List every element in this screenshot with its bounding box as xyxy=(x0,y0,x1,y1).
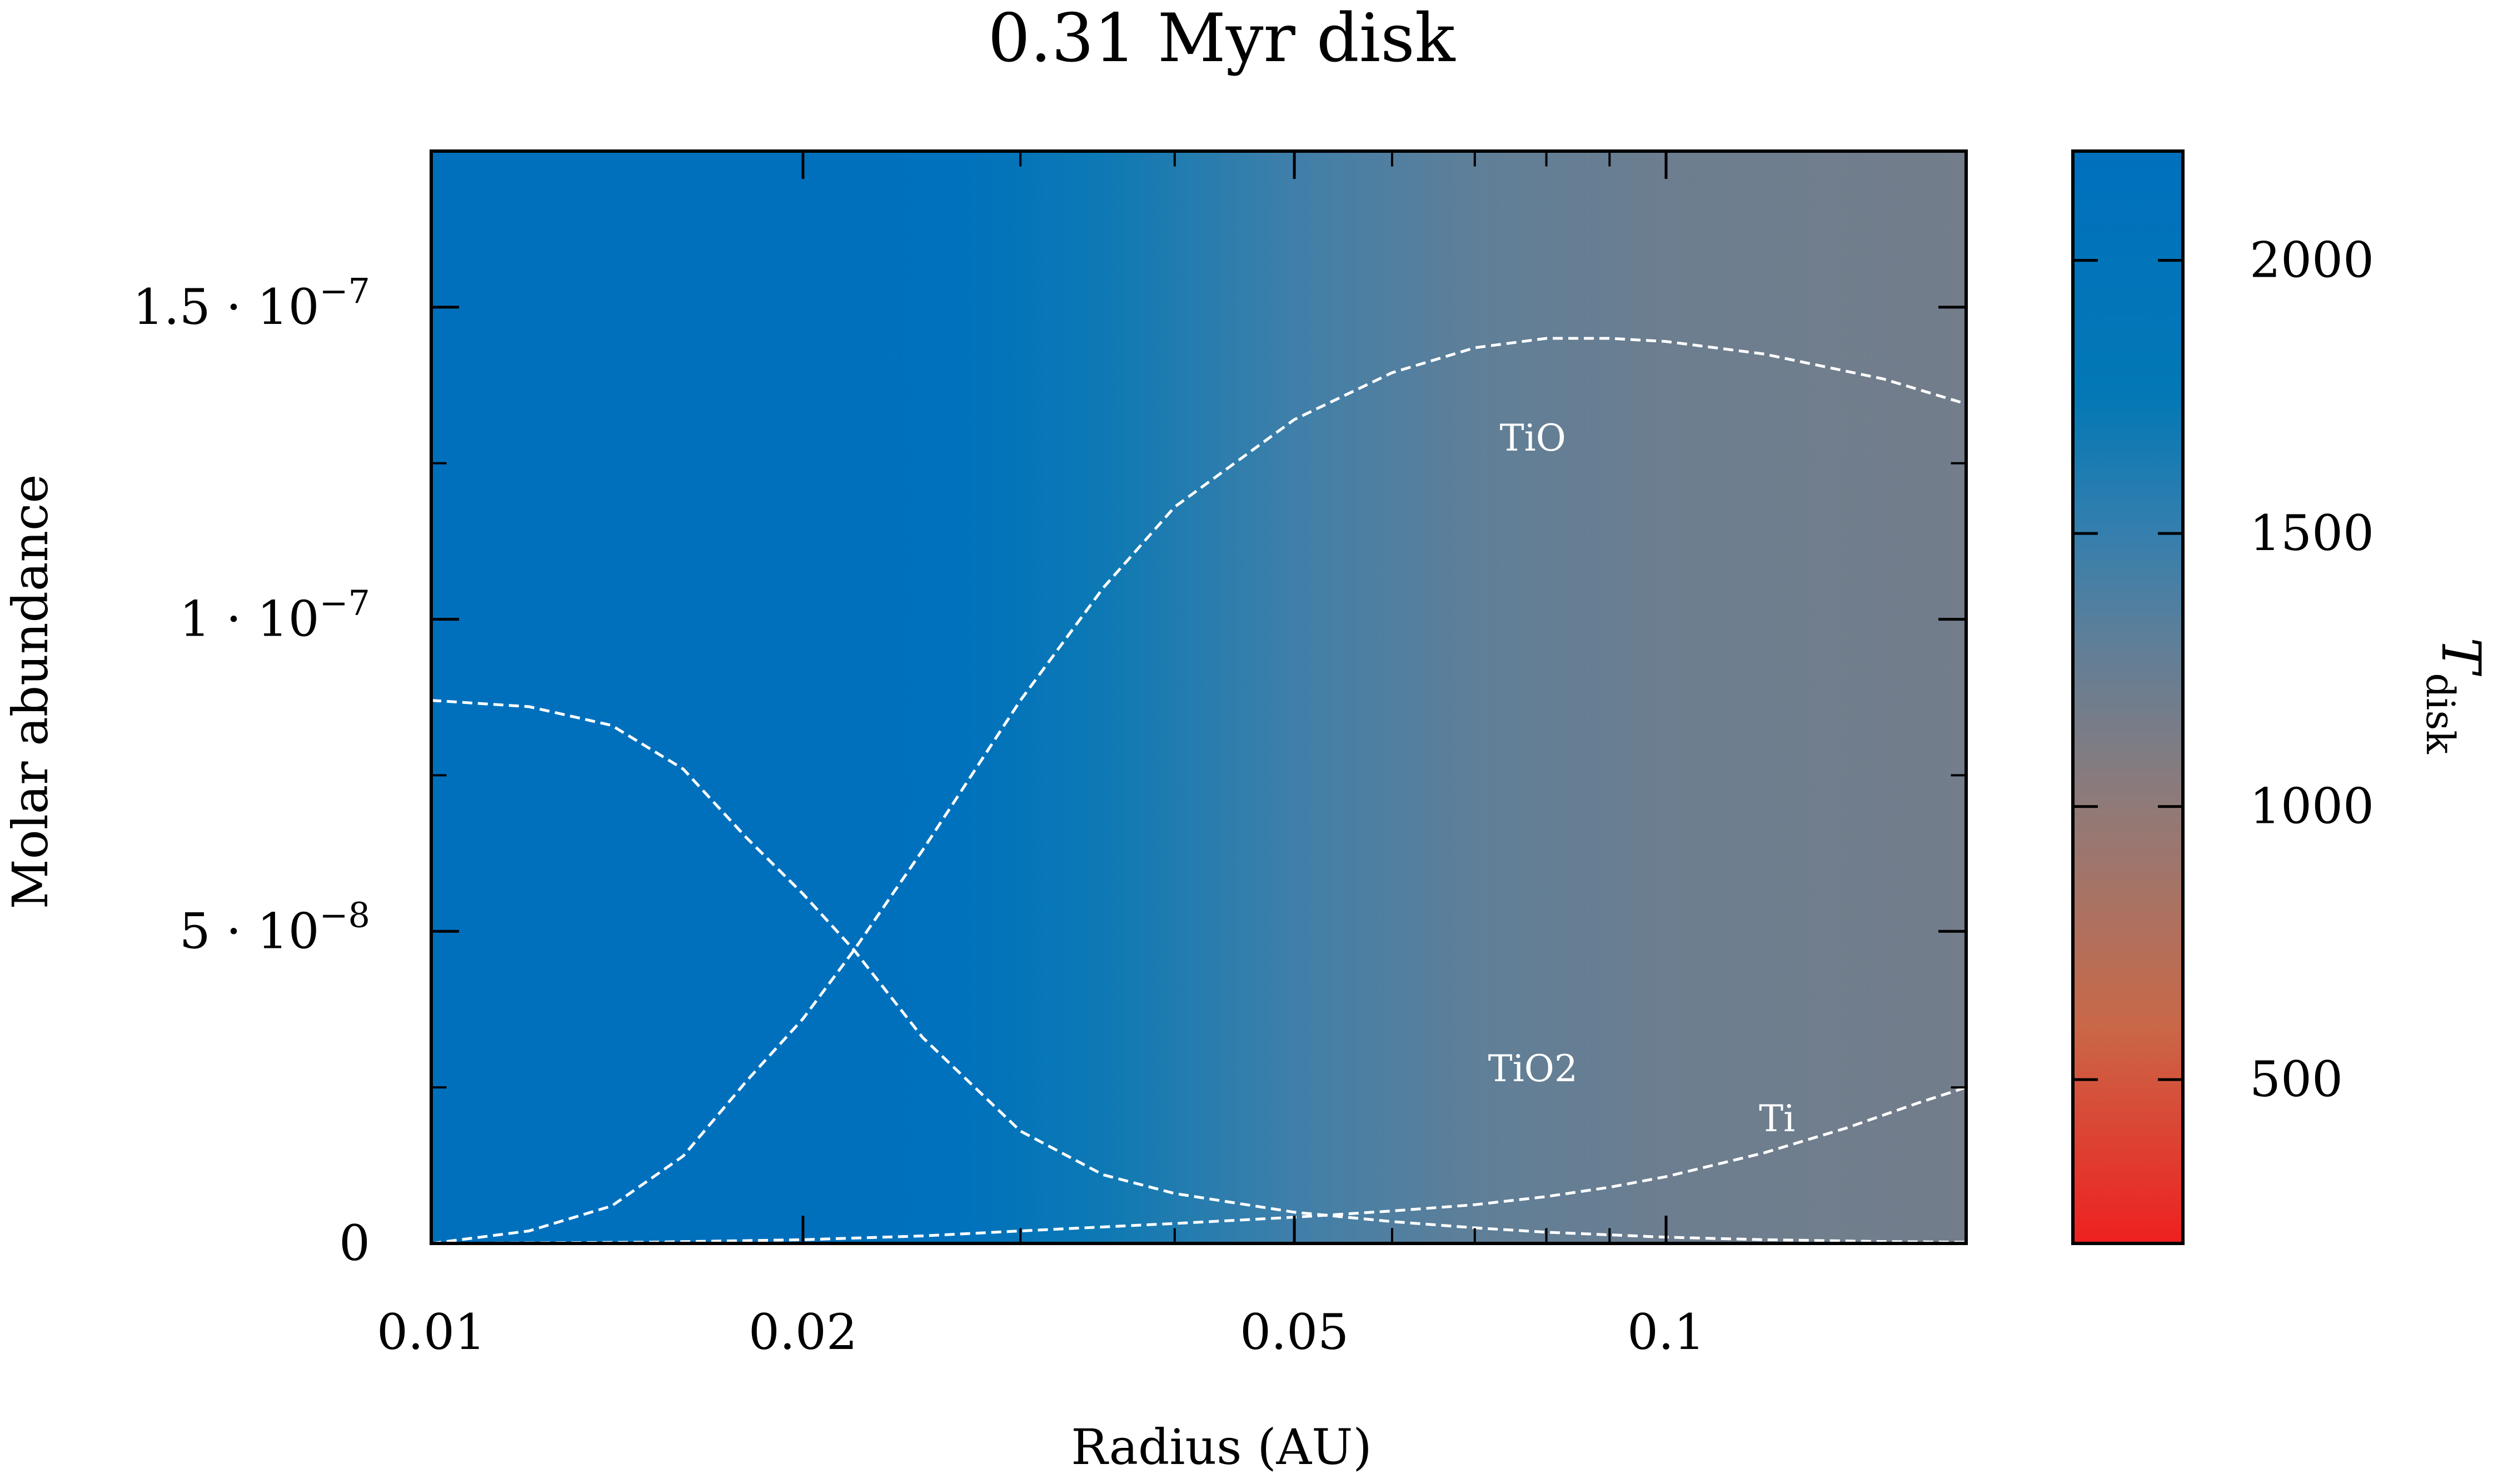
series-ti-line xyxy=(431,1086,1966,1243)
chart-title: 0.31 Myr disk xyxy=(988,0,1456,77)
annotation-tio2: TiO2 xyxy=(1488,1047,1578,1090)
x-tick-label: 0.02 xyxy=(749,1303,857,1361)
svg-text:Tdisk: Tdisk xyxy=(2417,637,2492,754)
y-tick-label: 1 · 10−7 xyxy=(180,583,370,648)
series-tio-line xyxy=(431,337,1966,1243)
plot-frame xyxy=(430,149,1968,1245)
annotation-tio: TiO xyxy=(1500,417,1566,459)
colorbar-tick-label: 1500 xyxy=(2250,504,2374,562)
x-tick-label: 0.05 xyxy=(1240,1303,1349,1361)
x-axis-label: Radius (AU) xyxy=(1071,1418,1372,1476)
x-tick-label: 0.1 xyxy=(1627,1303,1705,1361)
temperature-background xyxy=(431,151,1966,1243)
y-axis-label: Molar abundance xyxy=(2,474,59,910)
colorbar-frame xyxy=(2071,149,2185,1245)
colorbar-tick-label: 2000 xyxy=(2250,232,2374,289)
annotation-layer: TiO TiO2 Ti xyxy=(1488,417,1796,1140)
y-axis: 0 5 · 10−8 1 · 10−7 1.5 · 10−7 xyxy=(133,271,1966,1272)
x-tick-label: 0.01 xyxy=(377,1303,486,1361)
y-tick-label: 0 xyxy=(339,1215,370,1272)
colorbar xyxy=(2073,151,2183,1243)
colorbar-label-subscript: disk xyxy=(2417,673,2463,754)
y-tick-label: 1.5 · 10−7 xyxy=(133,271,370,336)
colorbar-tick-label: 1000 xyxy=(2250,778,2374,835)
y-tick-label: 5 · 10−8 xyxy=(180,895,370,960)
colorbar-label-symbol: T xyxy=(2430,637,2492,676)
colorbar-label: Tdisk xyxy=(2417,637,2492,754)
colorbar-tick-label: 500 xyxy=(2250,1051,2343,1108)
colorbar-ticks: 500 1000 1500 2000 xyxy=(2073,232,2374,1108)
annotation-ti: Ti xyxy=(1759,1097,1795,1140)
